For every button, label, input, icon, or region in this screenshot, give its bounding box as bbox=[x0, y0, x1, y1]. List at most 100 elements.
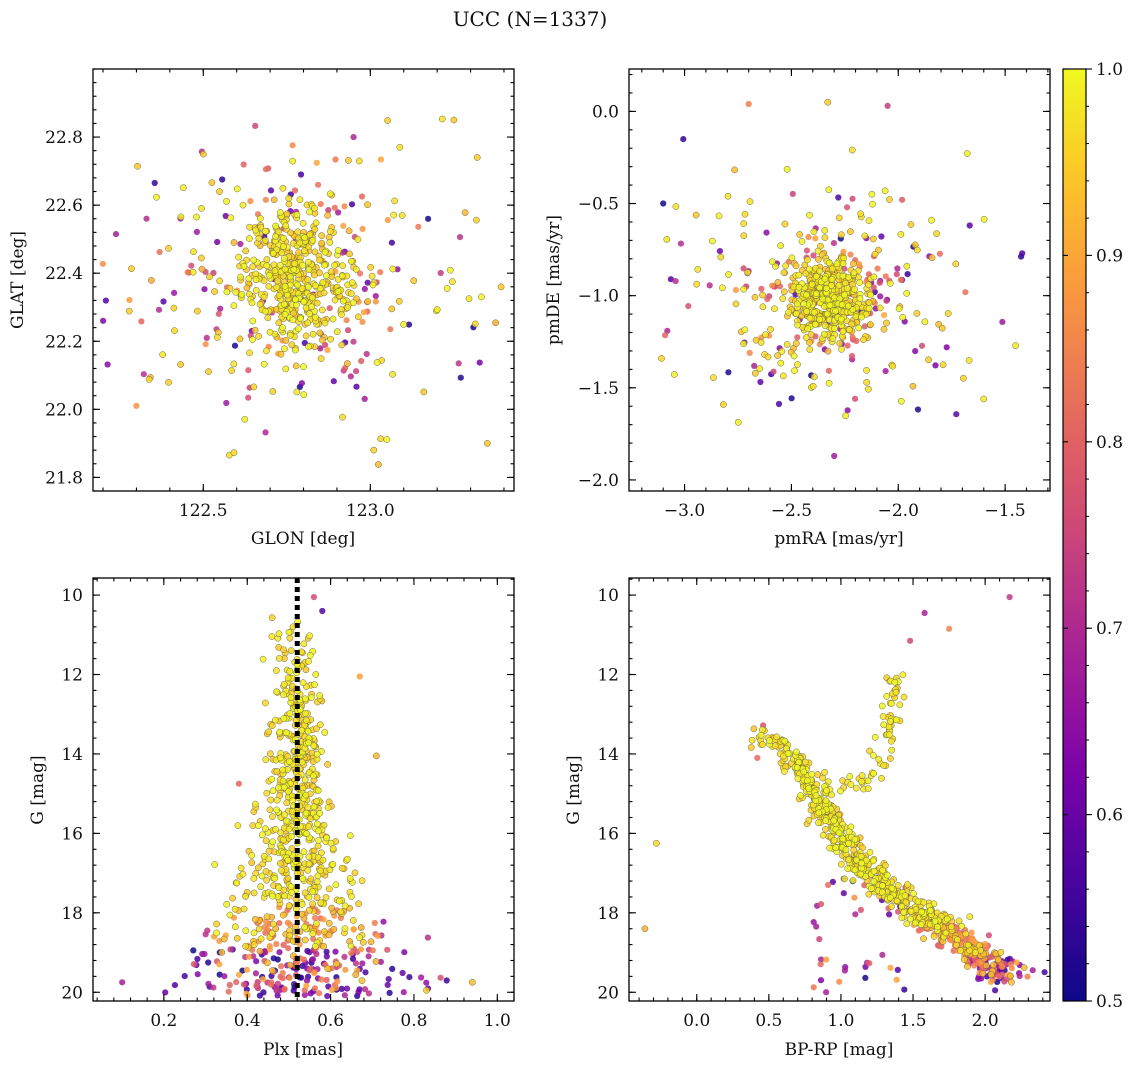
point-pm bbox=[960, 374, 967, 382]
point-cmd bbox=[968, 929, 975, 936]
point-plx-g bbox=[306, 651, 314, 659]
point-cmd bbox=[894, 966, 901, 974]
point-plx-g bbox=[424, 934, 431, 941]
point-plx-g bbox=[359, 938, 367, 946]
point-cmd bbox=[888, 903, 895, 910]
point-pm bbox=[838, 301, 846, 309]
point-plx-g bbox=[216, 961, 223, 968]
point-plx-g bbox=[300, 640, 308, 648]
point-glon-glat bbox=[388, 305, 396, 313]
point-cmd bbox=[822, 797, 830, 805]
point-cmd bbox=[850, 846, 858, 854]
point-pm bbox=[939, 361, 947, 369]
point-glon-glat bbox=[316, 256, 323, 264]
x-tick-label: −3.0 bbox=[664, 501, 705, 521]
y-tick-label: 21.8 bbox=[45, 468, 83, 488]
point-glon-glat bbox=[308, 303, 315, 311]
point-glon-glat bbox=[236, 335, 244, 343]
point-plx-g bbox=[318, 849, 325, 857]
point-plx-g bbox=[268, 614, 276, 622]
point-pm bbox=[719, 284, 726, 292]
point-pm bbox=[759, 291, 766, 299]
point-glon-glat bbox=[353, 383, 360, 390]
point-pm bbox=[938, 324, 946, 332]
point-pm bbox=[806, 265, 813, 273]
point-glon-glat bbox=[249, 263, 257, 271]
point-pm bbox=[770, 368, 777, 375]
point-glon-glat bbox=[198, 204, 205, 212]
point-pm bbox=[794, 361, 801, 368]
point-plx-g bbox=[274, 980, 281, 987]
point-glon-glat bbox=[219, 176, 226, 183]
point-cmd bbox=[964, 941, 972, 949]
point-pm bbox=[844, 342, 851, 349]
point-pm bbox=[953, 411, 960, 418]
point-plx-g bbox=[273, 667, 280, 674]
point-cmd bbox=[829, 878, 837, 886]
point-cmd bbox=[879, 713, 887, 720]
point-glon-glat bbox=[290, 309, 297, 317]
point-cmd bbox=[910, 890, 917, 897]
point-plx-g bbox=[358, 977, 366, 984]
point-glon-glat bbox=[250, 383, 258, 391]
point-cmd bbox=[927, 907, 934, 914]
point-plx-g bbox=[225, 988, 232, 995]
point-pm bbox=[897, 231, 905, 238]
point-glon-glat bbox=[348, 201, 356, 208]
points-glon-glat bbox=[99, 115, 505, 468]
point-pm bbox=[838, 345, 845, 353]
point-glon-glat bbox=[334, 247, 342, 254]
point-glon-glat bbox=[358, 193, 366, 200]
point-plx-g bbox=[385, 976, 392, 983]
point-pm bbox=[876, 304, 884, 312]
point-pm bbox=[796, 231, 803, 238]
point-cmd bbox=[930, 933, 938, 940]
point-plx-g bbox=[384, 981, 391, 989]
point-plx-g bbox=[285, 902, 293, 910]
point-plx-g bbox=[279, 969, 286, 977]
point-plx-g bbox=[298, 726, 306, 734]
point-cmd bbox=[869, 857, 877, 865]
point-plx-g bbox=[280, 715, 288, 722]
point-glon-glat bbox=[304, 319, 311, 327]
point-plx-g bbox=[423, 986, 430, 994]
point-pm bbox=[769, 282, 776, 289]
point-glon-glat bbox=[339, 262, 346, 270]
point-pm bbox=[777, 359, 785, 367]
point-glon-glat bbox=[332, 156, 339, 163]
point-plx-g bbox=[307, 875, 315, 883]
point-cmd bbox=[907, 915, 914, 923]
point-cmd bbox=[879, 882, 886, 890]
point-plx-g bbox=[346, 832, 354, 839]
point-pm bbox=[781, 220, 789, 228]
point-cmd bbox=[858, 778, 865, 785]
point-cmd bbox=[837, 860, 845, 868]
point-glon-glat bbox=[341, 203, 348, 210]
point-glon-glat bbox=[367, 263, 375, 271]
point-plx-g bbox=[286, 921, 293, 928]
point-glon-glat bbox=[281, 254, 288, 262]
point-pm bbox=[841, 291, 848, 299]
point-plx-g bbox=[266, 946, 273, 953]
point-pm bbox=[816, 316, 824, 323]
point-pm bbox=[746, 198, 754, 205]
point-cmd bbox=[888, 700, 895, 707]
point-pm bbox=[821, 227, 829, 234]
point-pm bbox=[865, 305, 873, 312]
point-pm bbox=[662, 332, 669, 339]
point-plx-g bbox=[258, 831, 266, 839]
point-pm bbox=[829, 265, 836, 273]
point-plx-g bbox=[301, 709, 309, 717]
point-pm bbox=[825, 379, 833, 387]
point-pm bbox=[660, 200, 667, 207]
point-glon-glat bbox=[279, 184, 287, 192]
point-plx-g bbox=[231, 905, 239, 913]
point-pm bbox=[868, 190, 876, 198]
point-glon-glat bbox=[306, 231, 314, 239]
point-plx-g bbox=[303, 830, 310, 838]
point-plx-g bbox=[278, 867, 285, 874]
point-glon-glat bbox=[363, 350, 370, 358]
point-pm bbox=[853, 337, 860, 345]
point-glon-glat bbox=[216, 277, 223, 285]
point-cmd bbox=[972, 949, 979, 957]
